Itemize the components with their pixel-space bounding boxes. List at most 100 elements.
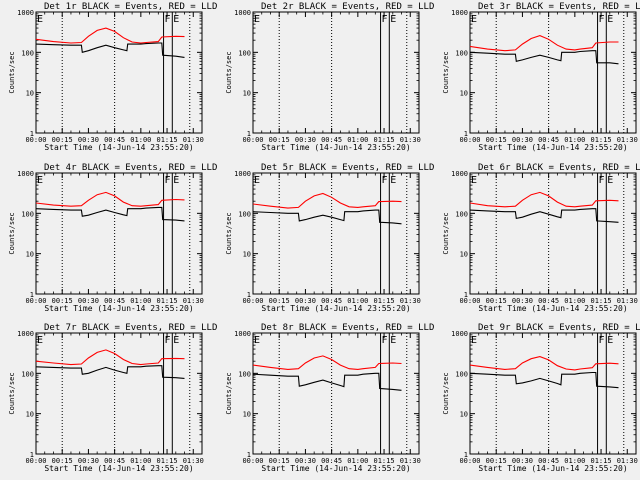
x-tick-label: 00:15 [486, 136, 507, 144]
series-line-events [469, 50, 619, 65]
y-tick-label: 1000 [17, 330, 34, 338]
x-tick-label: 00:45 [104, 297, 125, 305]
x-tick-label: 00:30 [512, 136, 533, 144]
y-axis-label: Counts/sec [442, 212, 450, 254]
x-tick-label: 01:00 [347, 297, 368, 305]
y-tick-label: 100 [238, 49, 251, 57]
series-line-events [252, 372, 402, 391]
y-tick-label: 1 [247, 291, 251, 299]
x-tick-label: 01:30 [617, 457, 638, 465]
plot-frame [252, 11, 420, 134]
y-axis-label: Counts/sec [225, 212, 233, 254]
x-tick-label: 01:30 [400, 136, 421, 144]
event-marker-label: F [382, 14, 388, 25]
x-tick-label: 00:45 [538, 297, 559, 305]
event-marker-label: F [599, 14, 605, 25]
x-axis-label: Start Time (14-Jun-14 23:55:20) [261, 464, 410, 473]
x-tick-label: 01:00 [564, 136, 585, 144]
x-tick-label: 01:30 [400, 297, 421, 305]
x-tick-label: 01:30 [617, 297, 638, 305]
event-marker-label: F [599, 175, 605, 186]
x-tick-label: 01:30 [400, 457, 421, 465]
x-tick-label: 00:15 [486, 297, 507, 305]
event-marker-label: E [390, 14, 396, 25]
panel-det-2: Det 2r BLACK = Events, RED = LLD Counts/s… [225, 2, 434, 152]
panel-det-1: Det 1r BLACK = Events, RED = LLD Counts/s… [8, 2, 217, 152]
event-marker-label: E [390, 335, 396, 346]
x-tick-label: 01:15 [157, 136, 178, 144]
plot-frame [469, 332, 637, 455]
series-line-events [35, 42, 185, 58]
x-tick-label: 00:45 [321, 297, 342, 305]
y-tick-label: 100 [238, 210, 251, 218]
x-tick-label: 00:30 [512, 457, 533, 465]
y-axis-label: Counts/sec [442, 51, 450, 93]
y-axis-label: Counts/sec [225, 51, 233, 93]
y-tick-label: 1000 [234, 330, 251, 338]
event-marker-label: E [471, 335, 477, 346]
x-tick-label: 01:15 [374, 136, 395, 144]
x-tick-label: 01:30 [183, 297, 204, 305]
series-line-lld [469, 35, 619, 52]
panel-title: Det 5r BLACK = Events, RED = LLD [261, 163, 434, 173]
x-axis-label: Start Time (14-Jun-14 23:55:20) [44, 464, 193, 473]
y-tick-label: 1000 [234, 9, 251, 17]
x-tick-label: 00:30 [295, 457, 316, 465]
event-marker-label: F [165, 175, 171, 186]
event-marker-label: E [173, 14, 179, 25]
event-marker-label: E [254, 175, 260, 186]
y-tick-label: 100 [21, 49, 34, 57]
event-marker-label: E [37, 175, 43, 186]
plot-frame [35, 332, 203, 455]
x-tick-label: 01:15 [591, 457, 612, 465]
plot-frame [35, 172, 203, 295]
x-axis-label: Start Time (14-Jun-14 23:55:20) [261, 143, 410, 152]
panel-det-5: Det 5r BLACK = Events, RED = LLD Counts/s… [225, 163, 434, 313]
y-tick-label: 1 [30, 130, 34, 138]
x-tick-label: 01:00 [347, 136, 368, 144]
event-marker-label: E [390, 175, 396, 186]
y-axis-label: Counts/sec [225, 372, 233, 414]
panel-title: Det 7r BLACK = Events, RED = LLD [44, 323, 217, 333]
series-line-lld [35, 27, 185, 44]
y-axis-label: Counts/sec [8, 51, 16, 93]
x-tick-label: 00:45 [104, 136, 125, 144]
y-tick-label: 10 [460, 90, 468, 98]
x-tick-label: 00:15 [486, 457, 507, 465]
x-tick-label: 00:00 [459, 136, 480, 144]
y-axis-label: Counts/sec [8, 372, 16, 414]
x-tick-label: 01:15 [591, 297, 612, 305]
panels: Det 1r BLACK = Events, RED = LLD Counts/s… [8, 2, 640, 473]
panel-title: Det 9r BLACK = Events, RED = LLD [478, 323, 640, 333]
series-line-events [35, 206, 185, 222]
x-tick-label: 01:00 [130, 136, 151, 144]
x-tick-label: 00:30 [78, 136, 99, 144]
panel-title: Det 8r BLACK = Events, RED = LLD [261, 323, 434, 333]
event-marker-label: E [471, 175, 477, 186]
series-line-lld [35, 349, 185, 366]
y-tick-label: 1000 [451, 9, 468, 17]
panel-det-6: Det 6r BLACK = Events, RED = LLD Counts/s… [442, 163, 640, 313]
x-tick-label: 00:45 [538, 136, 559, 144]
x-axis-label: Start Time (14-Jun-14 23:55:20) [478, 304, 627, 313]
panel-title: Det 1r BLACK = Events, RED = LLD [44, 2, 217, 12]
y-tick-label: 100 [21, 370, 34, 378]
y-tick-label: 100 [455, 370, 468, 378]
x-axis-label: Start Time (14-Jun-14 23:55:20) [478, 143, 627, 152]
panel-det-9: Det 9r BLACK = Events, RED = LLD Counts/s… [442, 323, 640, 473]
y-tick-label: 1 [247, 130, 251, 138]
panel-det-3: Det 3r BLACK = Events, RED = LLD Counts/s… [442, 2, 640, 152]
panel-title: Det 6r BLACK = Events, RED = LLD [478, 163, 640, 173]
y-tick-label: 1 [464, 291, 468, 299]
x-tick-label: 00:15 [269, 457, 290, 465]
x-tick-label: 00:15 [269, 297, 290, 305]
x-tick-label: 00:00 [459, 457, 480, 465]
event-marker-label: F [165, 335, 171, 346]
y-tick-label: 100 [21, 210, 34, 218]
panel-title: Det 2r BLACK = Events, RED = LLD [261, 2, 434, 12]
event-marker-label: F [165, 14, 171, 25]
x-tick-label: 00:45 [321, 457, 342, 465]
panel-title: Det 4r BLACK = Events, RED = LLD [44, 163, 217, 173]
event-marker-label: E [37, 335, 43, 346]
panel-det-8: Det 8r BLACK = Events, RED = LLD Counts/s… [225, 323, 434, 473]
